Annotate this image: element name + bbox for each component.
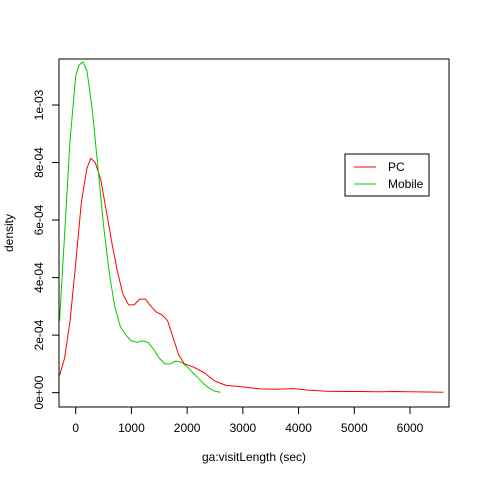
x-tick-label: 1000 [118, 421, 145, 435]
y-tick-label: 8e-04 [32, 147, 46, 178]
series-line-pc [59, 157, 444, 393]
x-tick-label: 0 [72, 421, 79, 435]
legend-frame [344, 153, 430, 197]
y-axis-title: density [2, 214, 16, 252]
legend-label-mobile: Mobile [388, 177, 424, 191]
y-tick-label: 4e-04 [32, 262, 46, 293]
legend: PC Mobile [344, 153, 430, 197]
x-tick-label: 3000 [230, 421, 257, 435]
y-tick-label: 6e-04 [32, 204, 46, 235]
x-tick-label: 5000 [341, 421, 368, 435]
x-tick-label: 6000 [397, 421, 424, 435]
x-tick-label: 2000 [174, 421, 201, 435]
x-axis-title: ga:visitLength (sec) [202, 450, 306, 464]
legend-label-pc: PC [388, 160, 405, 174]
y-tick-label: 0e+00 [32, 375, 46, 409]
y-tick-label: 2e-04 [32, 319, 46, 350]
series-line-mobile [59, 61, 221, 393]
y-tick-label: 1e-03 [32, 89, 46, 120]
x-tick-label: 4000 [285, 421, 312, 435]
